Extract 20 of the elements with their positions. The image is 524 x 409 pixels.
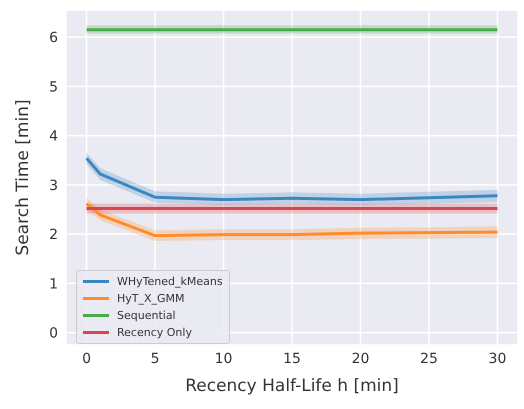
legend-label: HyT_X_GMM — [117, 291, 185, 307]
legend-label: Recency Only — [117, 325, 192, 341]
y-tick-label: 0 — [49, 326, 58, 342]
y-tick-label: 3 — [49, 178, 58, 194]
x-tick-label: 20 — [352, 350, 370, 367]
y-tick-label: 1 — [49, 276, 58, 292]
y-tick-label: 6 — [49, 30, 58, 46]
y-tick-label: 4 — [49, 128, 58, 145]
x-axis-title: Recency Half-Life h [min] — [185, 376, 399, 396]
y-axis-title: Search Time [min] — [13, 99, 33, 256]
legend-label: Sequential — [117, 308, 176, 324]
x-tick-label: 15 — [283, 350, 301, 367]
x-tick-label: 30 — [488, 350, 506, 367]
y-tick-label: 5 — [49, 79, 58, 96]
x-tick-label: 0 — [82, 350, 92, 367]
x-tick-label: 5 — [150, 350, 160, 367]
x-tick-label: 25 — [420, 350, 438, 367]
y-tick-label: 2 — [49, 227, 58, 244]
legend-label: WHyTened_kMeans — [117, 274, 223, 290]
x-tick-label: 10 — [214, 350, 232, 367]
